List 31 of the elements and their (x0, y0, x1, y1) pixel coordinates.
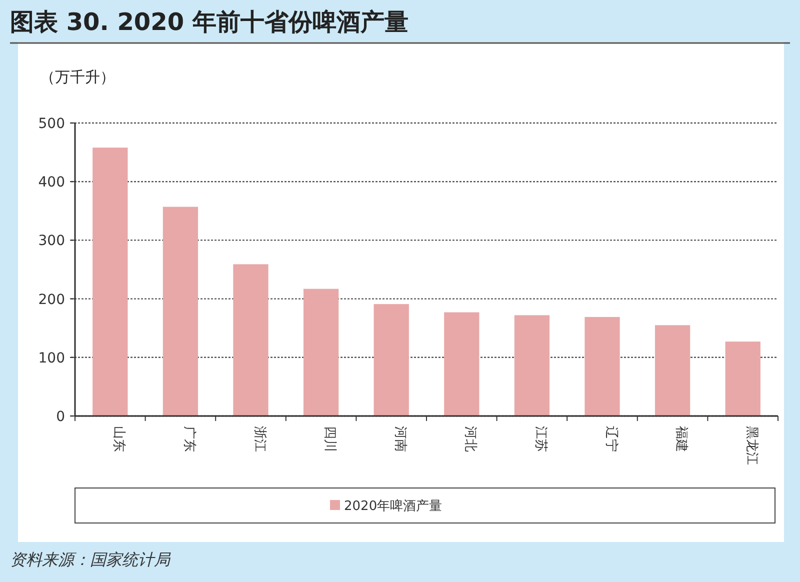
x-tick-label: 广东 (181, 426, 196, 452)
y-axis-title: （万千升） (40, 68, 115, 86)
x-tick-label: 山东 (111, 426, 126, 452)
bar (654, 325, 690, 416)
text: 资料来源：国家统计局 (10, 550, 171, 569)
x-tick-label: 浙江 (252, 426, 267, 452)
legend-label: 2020年啤酒产量 (344, 499, 442, 514)
y-tick-label: 400 (38, 174, 65, 191)
bar (233, 264, 268, 416)
bar (303, 288, 339, 416)
x-tick-label: 河北 (462, 426, 478, 452)
chart-title: 图表 30. 2020 年前十省份啤酒产量 (10, 8, 408, 36)
y-tick-label: 200 (38, 292, 65, 308)
y-tick-label: 300 (38, 233, 65, 250)
bar (374, 304, 409, 416)
bar (514, 315, 550, 416)
y-tick-label: 0 (56, 409, 65, 425)
y-tick-label: 100 (38, 350, 65, 366)
x-tick-label: 黑龙江 (744, 426, 759, 465)
x-tick-label: 辽宁 (603, 426, 620, 452)
legend: 2020年啤酒产量 (74, 488, 776, 524)
bar (725, 342, 760, 416)
bar (444, 312, 480, 416)
bar (584, 316, 620, 416)
y-tick-label: 500 (38, 116, 65, 132)
x-tick-label: 福建 (674, 426, 689, 452)
bar (92, 148, 128, 416)
x-tick-label: 河南 (392, 426, 408, 452)
bar (162, 206, 198, 416)
x-tick-label: 江苏 (532, 426, 548, 452)
x-tick-label: 四川 (322, 426, 338, 452)
